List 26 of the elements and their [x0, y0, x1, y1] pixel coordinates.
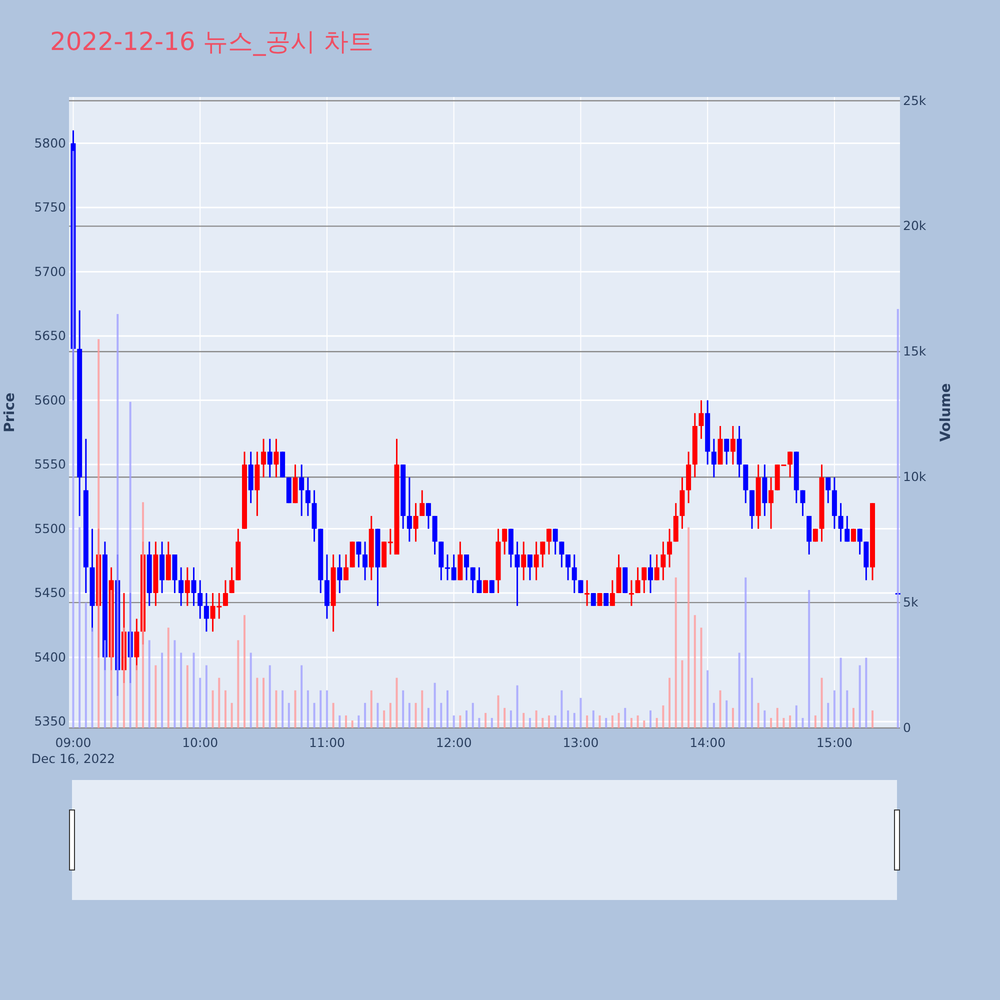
y-tick-label: 5750 [34, 200, 66, 215]
y-axis-title: Price [2, 392, 18, 432]
y-tick-label: 5400 [34, 649, 66, 664]
chart-title: 2022-12-16 뉴스_공시 차트 [50, 27, 374, 56]
y-tick-label: 5600 [34, 392, 66, 408]
y2-tick-label: 20k [903, 218, 927, 234]
y2-tick-label: 0 [903, 720, 911, 735]
y-tick-label: 5650 [34, 328, 66, 344]
y2-tick-label: 15k [903, 344, 927, 359]
y2-axis-title: Volume [938, 383, 954, 442]
y-tick-label: 5800 [34, 135, 66, 150]
y-tick-label: 5450 [34, 585, 66, 600]
y2-tick-label: 10k [903, 469, 927, 484]
y2-tick-label: 25k [903, 92, 927, 108]
x-tick-label: 13:00 [562, 735, 599, 750]
x-tick-label: 12:00 [436, 735, 472, 750]
y-tick-label: 5700 [34, 264, 66, 279]
x-tick-label: 11:00 [308, 735, 346, 750]
y2-tick-label: 5k [903, 594, 919, 610]
x-tick-label: 10:00 [182, 735, 218, 750]
y-tick-label: 5350 [34, 714, 66, 729]
y-tick-label: 5500 [34, 520, 66, 536]
x-tick-label: 09:00 Dec 16, 2022 [31, 735, 116, 766]
x-tick-label: 15:00 [816, 735, 853, 750]
y-tick-label: 5550 [34, 456, 66, 472]
x-tick-label: 14:00 [690, 735, 726, 750]
